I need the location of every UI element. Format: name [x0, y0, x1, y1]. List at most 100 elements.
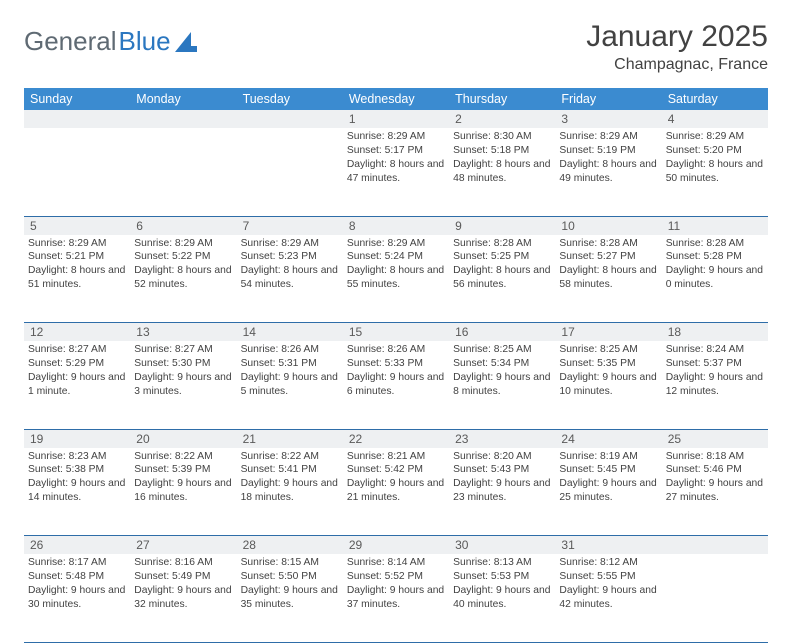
day-number: 7 — [237, 216, 343, 235]
day-number-row: 262728293031 — [24, 536, 768, 555]
week-row: Sunrise: 8:29 AMSunset: 5:17 PMDaylight:… — [24, 128, 768, 216]
day-details: Sunrise: 8:25 AMSunset: 5:34 PMDaylight:… — [453, 341, 551, 399]
logo: GeneralBlue — [24, 20, 197, 57]
daylight-text: Daylight: 9 hours and 42 minutes. — [559, 584, 657, 612]
day-cell — [130, 128, 236, 216]
day-number: 6 — [130, 216, 236, 235]
sunrise-text: Sunrise: 8:22 AM — [241, 450, 339, 464]
sunrise-text: Sunrise: 8:27 AM — [28, 343, 126, 357]
day-details: Sunrise: 8:25 AMSunset: 5:35 PMDaylight:… — [559, 341, 657, 399]
sunrise-text: Sunrise: 8:29 AM — [134, 237, 232, 251]
day-number: 12 — [24, 323, 130, 342]
day-details: Sunrise: 8:29 AMSunset: 5:20 PMDaylight:… — [666, 128, 764, 186]
sunset-text: Sunset: 5:30 PM — [134, 357, 232, 371]
day-cell: Sunrise: 8:17 AMSunset: 5:48 PMDaylight:… — [24, 554, 130, 642]
day-details: Sunrise: 8:22 AMSunset: 5:39 PMDaylight:… — [134, 448, 232, 506]
weekday-header-row: SundayMondayTuesdayWednesdayThursdayFrid… — [24, 88, 768, 110]
day-number: 13 — [130, 323, 236, 342]
day-number: 10 — [555, 216, 661, 235]
day-cell: Sunrise: 8:29 AMSunset: 5:24 PMDaylight:… — [343, 235, 449, 323]
daylight-text: Daylight: 9 hours and 23 minutes. — [453, 477, 551, 505]
day-number: 8 — [343, 216, 449, 235]
sunrise-text: Sunrise: 8:28 AM — [666, 237, 764, 251]
sunset-text: Sunset: 5:22 PM — [134, 250, 232, 264]
sunrise-text: Sunrise: 8:13 AM — [453, 556, 551, 570]
day-details: Sunrise: 8:28 AMSunset: 5:27 PMDaylight:… — [559, 235, 657, 293]
day-number: 31 — [555, 536, 661, 555]
daylight-text: Daylight: 9 hours and 12 minutes. — [666, 371, 764, 399]
day-number — [130, 110, 236, 128]
sunrise-text: Sunrise: 8:23 AM — [28, 450, 126, 464]
day-number: 11 — [662, 216, 768, 235]
sunset-text: Sunset: 5:50 PM — [241, 570, 339, 584]
sunrise-text: Sunrise: 8:29 AM — [28, 237, 126, 251]
day-details: Sunrise: 8:29 AMSunset: 5:23 PMDaylight:… — [241, 235, 339, 293]
day-details: Sunrise: 8:20 AMSunset: 5:43 PMDaylight:… — [453, 448, 551, 506]
day-cell: Sunrise: 8:18 AMSunset: 5:46 PMDaylight:… — [662, 448, 768, 536]
sunset-text: Sunset: 5:24 PM — [347, 250, 445, 264]
sunset-text: Sunset: 5:19 PM — [559, 144, 657, 158]
day-number: 29 — [343, 536, 449, 555]
day-cell: Sunrise: 8:14 AMSunset: 5:52 PMDaylight:… — [343, 554, 449, 642]
sunrise-text: Sunrise: 8:30 AM — [453, 130, 551, 144]
day-cell: Sunrise: 8:29 AMSunset: 5:20 PMDaylight:… — [662, 128, 768, 216]
daylight-text: Daylight: 8 hours and 55 minutes. — [347, 264, 445, 292]
day-cell: Sunrise: 8:29 AMSunset: 5:22 PMDaylight:… — [130, 235, 236, 323]
day-number: 18 — [662, 323, 768, 342]
daylight-text: Daylight: 9 hours and 5 minutes. — [241, 371, 339, 399]
sunrise-text: Sunrise: 8:25 AM — [453, 343, 551, 357]
day-number: 26 — [24, 536, 130, 555]
daylight-text: Daylight: 9 hours and 32 minutes. — [134, 584, 232, 612]
day-cell: Sunrise: 8:30 AMSunset: 5:18 PMDaylight:… — [449, 128, 555, 216]
sunrise-text: Sunrise: 8:15 AM — [241, 556, 339, 570]
daylight-text: Daylight: 9 hours and 35 minutes. — [241, 584, 339, 612]
sunset-text: Sunset: 5:45 PM — [559, 463, 657, 477]
day-number: 28 — [237, 536, 343, 555]
day-number — [24, 110, 130, 128]
day-number: 19 — [24, 429, 130, 448]
sunset-text: Sunset: 5:52 PM — [347, 570, 445, 584]
week-row: Sunrise: 8:27 AMSunset: 5:29 PM Daylight:… — [24, 341, 768, 429]
day-number: 22 — [343, 429, 449, 448]
sunset-text: Sunset: 5:33 PM — [347, 357, 445, 371]
sunrise-text: Sunrise: 8:22 AM — [134, 450, 232, 464]
day-details: Sunrise: 8:27 AMSunset: 5:30 PMDaylight:… — [134, 341, 232, 399]
sunrise-text: Sunrise: 8:18 AM — [666, 450, 764, 464]
sunset-text: Sunset: 5:29 PM — [28, 357, 126, 371]
day-number-row: 12131415161718 — [24, 323, 768, 342]
day-number: 27 — [130, 536, 236, 555]
day-cell: Sunrise: 8:23 AMSunset: 5:38 PMDaylight:… — [24, 448, 130, 536]
weekday-header: Saturday — [662, 88, 768, 110]
logo-sail-icon — [175, 32, 197, 52]
daylight-text: Daylight: 9 hours and 10 minutes. — [559, 371, 657, 399]
sunset-text: Sunset: 5:37 PM — [666, 357, 764, 371]
sunset-text: Sunset: 5:34 PM — [453, 357, 551, 371]
daylight-text: Daylight: 9 hours and 6 minutes. — [347, 371, 445, 399]
day-details: Sunrise: 8:26 AMSunset: 5:33 PMDaylight:… — [347, 341, 445, 399]
week-row: Sunrise: 8:29 AMSunset: 5:21 PMDaylight:… — [24, 235, 768, 323]
week-row: Sunrise: 8:23 AMSunset: 5:38 PMDaylight:… — [24, 448, 768, 536]
sunrise-text: Sunrise: 8:29 AM — [241, 237, 339, 251]
day-cell: Sunrise: 8:29 AMSunset: 5:17 PMDaylight:… — [343, 128, 449, 216]
day-cell: Sunrise: 8:26 AMSunset: 5:31 PMDaylight:… — [237, 341, 343, 429]
sunset-text: Sunset: 5:27 PM — [559, 250, 657, 264]
day-number: 1 — [343, 110, 449, 128]
daylight-text: Daylight: 9 hours and 21 minutes. — [347, 477, 445, 505]
location: Champagnac, France — [586, 56, 768, 74]
day-number: 4 — [662, 110, 768, 128]
day-cell: Sunrise: 8:25 AMSunset: 5:34 PMDaylight:… — [449, 341, 555, 429]
day-number: 3 — [555, 110, 661, 128]
day-details: Sunrise: 8:21 AMSunset: 5:42 PMDaylight:… — [347, 448, 445, 506]
day-cell: Sunrise: 8:29 AMSunset: 5:19 PMDaylight:… — [555, 128, 661, 216]
day-number: 14 — [237, 323, 343, 342]
day-number: 30 — [449, 536, 555, 555]
sunset-text: Sunset: 5:31 PM — [241, 357, 339, 371]
sunrise-text: Sunrise: 8:24 AM — [666, 343, 764, 357]
logo-text-2: Blue — [119, 26, 171, 57]
sunrise-text: Sunrise: 8:28 AM — [559, 237, 657, 251]
day-cell: Sunrise: 8:13 AMSunset: 5:53 PMDaylight:… — [449, 554, 555, 642]
day-number — [237, 110, 343, 128]
weekday-header: Sunday — [24, 88, 130, 110]
daylight-text: Daylight: 9 hours and 14 minutes. — [28, 477, 126, 505]
sunrise-text: Sunrise: 8:29 AM — [347, 237, 445, 251]
